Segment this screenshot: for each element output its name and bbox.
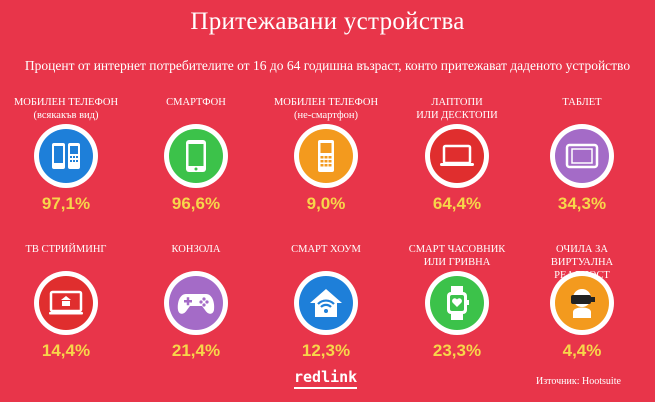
device-label: ТАБЛЕТ [562, 97, 602, 108]
device-label: СМАРТФОН [166, 97, 226, 108]
gamepad-icon [169, 276, 223, 330]
tv-streaming-icon [39, 276, 93, 330]
device-value: 21,4% [171, 341, 221, 360]
device-label: ОЧИЛА ЗА ВИРТУАЛНА [550, 244, 614, 268]
device-value: 12,3% [301, 341, 351, 360]
device-label: СМАРТ ЧАСОВНИК [408, 244, 506, 255]
device-value: 97,1% [41, 194, 91, 213]
smartwatch-icon [430, 276, 484, 330]
device-label: МОБИЛЕН ТЕЛЕФОН [13, 97, 119, 108]
laptop-icon [430, 129, 484, 183]
device-label: СМАРТ ХОУМ [291, 244, 361, 255]
device-value: 4,4% [562, 341, 602, 360]
device-card-vr-headset: ОЧИЛА ЗА ВИРТУАЛНА РЕАЛНОСТ 4,4% [527, 243, 637, 361]
device-value: 96,6% [171, 194, 221, 213]
page-title: Притежавани устройства [190, 8, 465, 35]
device-card-tablet: ТАБЛЕТ 34,3% [527, 96, 637, 214]
device-label: МОБИЛЕН ТЕЛЕФОН [273, 97, 379, 108]
device-card-smart-home: СМАРТ ХОУМ 12,3% [271, 243, 381, 361]
smart-home-icon [299, 276, 353, 330]
feature-phone-icon [299, 129, 353, 183]
vr-headset-icon [555, 276, 609, 330]
device-sublabel: (не-смартфон) [293, 110, 359, 121]
source-note: Източник: Hootsuite [536, 376, 621, 387]
brand-logo: redlink [294, 368, 358, 389]
device-value: 23,3% [432, 341, 482, 360]
device-card-smartwatch: СМАРТ ЧАСОВНИК ИЛИ ГРИВНА 23,3% [402, 243, 512, 361]
device-card-mobile-phone: МОБИЛЕН ТЕЛЕФОН (всякакъв вид) 97,1% [11, 96, 121, 214]
device-card-laptop: ЛАПТОПИ ИЛИ ДЕСКТОПИ 64,4% [402, 96, 512, 214]
mobile-phones-icon [39, 129, 93, 183]
device-sublabel: (всякакъв вид) [33, 110, 99, 121]
device-label: ЛАПТОПИ [431, 97, 483, 108]
tablet-icon [555, 129, 609, 183]
device-card-console: КОНЗОЛА 21,4% [141, 243, 251, 361]
smartphone-icon [169, 129, 223, 183]
device-value: 34,3% [557, 194, 607, 213]
device-sublabel: ИЛИ ДЕСКТОПИ [416, 110, 498, 121]
device-label: КОНЗОЛА [171, 244, 221, 255]
device-card-tv-streaming: ТВ СТРИЙМИНГ 14,4% [11, 243, 121, 361]
device-card-smartphone: СМАРТФОН 96,6% [141, 96, 251, 214]
device-value: 64,4% [432, 194, 482, 213]
device-value: 9,0% [306, 194, 346, 213]
device-value: 14,4% [41, 341, 91, 360]
page-subtitle: Процент от интернет потребителите от 16 … [24, 58, 631, 73]
device-label: ТВ СТРИЙМИНГ [25, 244, 107, 255]
device-sublabel: ИЛИ ГРИВНА [423, 257, 491, 268]
device-card-feature-phone: МОБИЛЕН ТЕЛЕФОН (не-смартфон) 9,0% [271, 96, 381, 214]
